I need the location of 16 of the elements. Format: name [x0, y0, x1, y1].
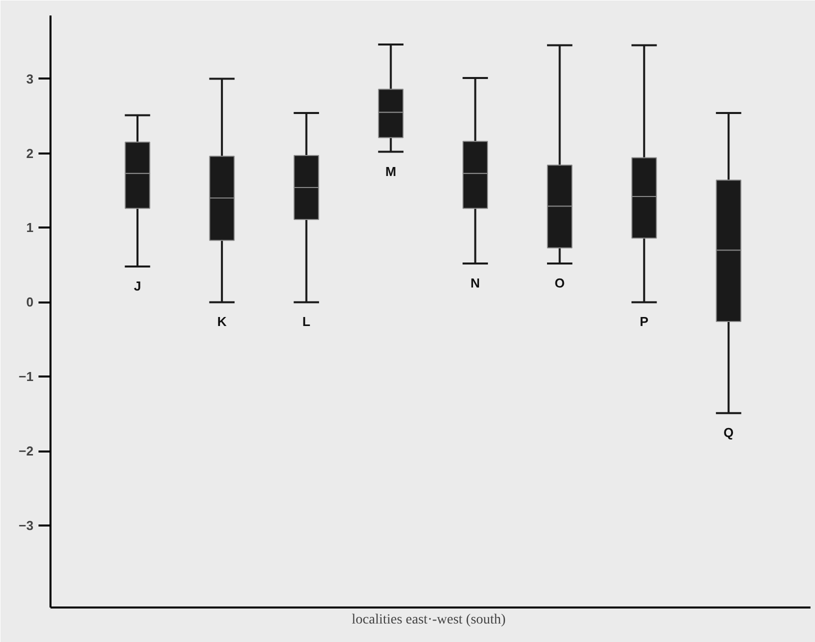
y-tick-label: −2 — [18, 444, 34, 459]
x-axis-title: localities east·-west (south) — [352, 612, 506, 628]
x-tick-label: M — [385, 164, 396, 179]
x-tick-label: L — [302, 314, 310, 330]
x-tick-label: K — [217, 314, 228, 330]
x-tick-label: Q — [724, 425, 734, 440]
y-tick-label: −3 — [18, 518, 34, 534]
x-tick-label: P — [640, 314, 649, 330]
x-tick-label: O — [554, 275, 565, 290]
y-tick-label: 0 — [26, 294, 34, 310]
x-tick-label: J — [134, 278, 142, 294]
y-tick-label: −1 — [18, 369, 34, 384]
x-tick-label: N — [470, 275, 480, 290]
y-tick-label: 2 — [26, 146, 34, 161]
y-tick-label: 3 — [26, 71, 34, 86]
y-tick-label: 1 — [26, 220, 34, 236]
